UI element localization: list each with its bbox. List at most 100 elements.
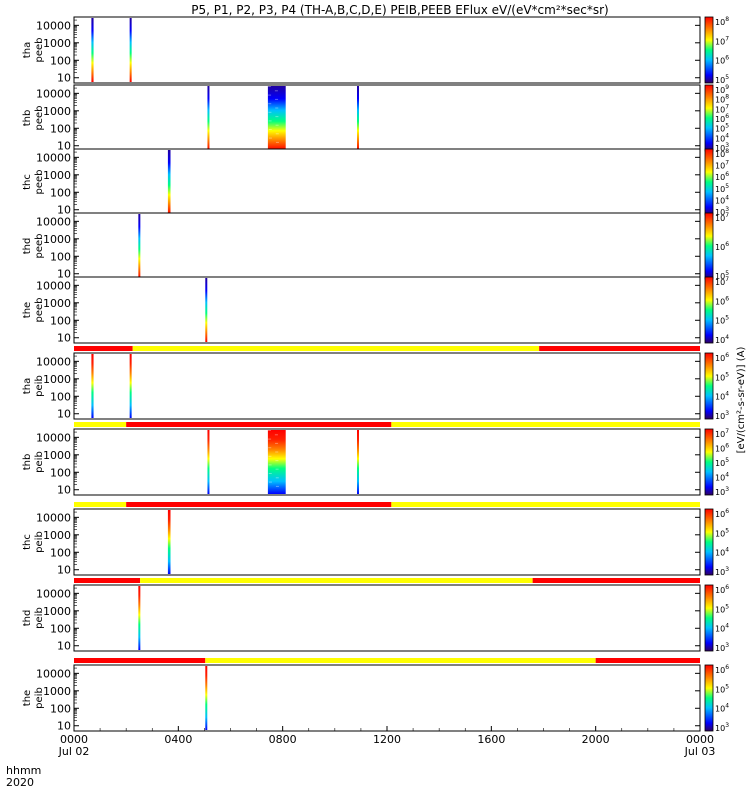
colorbar <box>704 428 714 496</box>
colorbar <box>704 84 714 152</box>
status-bar-segment <box>532 578 700 583</box>
y-tick-label: 10000 <box>36 279 71 292</box>
colorbar-tick-label: 105 <box>715 371 729 382</box>
x-tick-label: 0400 <box>164 733 192 746</box>
burst-texture <box>275 477 279 479</box>
y-tick-label: 1000 <box>43 233 71 246</box>
y-tick-label: 100 <box>50 122 71 135</box>
panel-label-probe: thc <box>22 174 33 190</box>
colorbar <box>704 212 714 280</box>
colorbar-tick-label: 104 <box>715 132 729 143</box>
burst-texture <box>268 481 272 483</box>
panel-label-product: peeb <box>34 298 45 323</box>
colorbar-tick-label: 105 <box>715 603 729 614</box>
panel-label-probe: thd <box>22 610 33 627</box>
y-tick-label: 10000 <box>36 215 71 228</box>
y-tick-label: 10 <box>57 408 71 421</box>
spectrogram-burst <box>205 666 208 730</box>
panel-label-product: peib <box>34 607 45 629</box>
spectrogram-burst <box>207 86 210 150</box>
colorbar-tick-label: 105 <box>715 457 729 468</box>
y-tick-label: 10000 <box>36 431 71 444</box>
x-tick-label: 1200 <box>373 733 401 746</box>
colorbar-tick-label: 105 <box>715 183 729 194</box>
x-tick-date-label: Jul 02 <box>58 745 90 758</box>
spectrogram-burst <box>129 354 132 418</box>
y-tick-label: 10000 <box>36 587 71 600</box>
colorbar-tick-label: 106 <box>715 584 729 595</box>
colorbar <box>704 584 714 652</box>
burst-texture <box>274 90 278 92</box>
y-tick-label: 100 <box>50 186 71 199</box>
burst-texture <box>275 485 279 487</box>
colorbar-tick-label: 103 <box>715 722 729 733</box>
burst-texture <box>274 434 278 436</box>
status-bar-segment <box>595 658 700 663</box>
y-tick-label: 100 <box>50 390 71 403</box>
y-tick-label: 10000 <box>36 355 71 368</box>
panel-label-probe: thb <box>22 110 33 127</box>
y-tick-label: 1000 <box>43 169 71 182</box>
status-bar-segment <box>74 658 206 663</box>
x-tick-label: 1600 <box>477 733 505 746</box>
x-tick-label: 2000 <box>582 733 610 746</box>
colorbar-tick-label: 106 <box>715 443 729 454</box>
x-tick-date-label: Jul 03 <box>684 745 716 758</box>
status-bar-segment <box>539 346 700 351</box>
burst-texture <box>268 447 272 449</box>
burst-texture <box>275 460 279 462</box>
panel-frame <box>73 508 701 576</box>
spectrogram-burst <box>91 354 94 418</box>
colorbar-tick-label: 107 <box>715 35 729 46</box>
burst-texture <box>268 464 272 466</box>
colorbar <box>704 276 714 344</box>
status-bar-segment <box>126 422 392 427</box>
burst-texture <box>267 86 271 87</box>
y-tick-label: 10 <box>57 484 71 497</box>
colorbar-tick-label: 105 <box>715 315 729 326</box>
spectrogram-burst <box>129 18 132 82</box>
y-tick-label: 10000 <box>36 87 71 100</box>
colorbar-tick-label: 106 <box>715 113 729 124</box>
panel-label-probe: the <box>22 690 33 706</box>
y-tick-label: 1000 <box>43 297 71 310</box>
status-bar-segment <box>140 578 533 583</box>
panel-frame <box>73 16 701 84</box>
y-tick-label: 100 <box>50 622 71 635</box>
status-bar-segment <box>126 502 392 507</box>
y-tick-label: 10 <box>57 720 71 733</box>
colorbar-tick-label: 108 <box>715 94 729 105</box>
panel-label-product: peeb <box>34 38 45 63</box>
colorbar-tick-label: 107 <box>715 428 729 439</box>
status-bar-segment <box>391 502 700 507</box>
burst-texture <box>268 473 272 474</box>
panel-frame <box>73 428 701 496</box>
spectrogram-burst <box>207 430 210 494</box>
burst-texture <box>268 137 272 139</box>
y-tick-label: 10000 <box>36 151 71 164</box>
colorbar-tick-label: 103 <box>715 642 729 653</box>
y-tick-label: 10000 <box>36 19 71 32</box>
colorbar <box>704 508 714 576</box>
y-tick-label: 1000 <box>43 529 71 542</box>
status-bar-segment <box>205 658 596 663</box>
colorbar-tick-label: 104 <box>715 194 729 205</box>
panel-frame <box>73 276 701 344</box>
spectrogram-burst <box>138 214 141 278</box>
colorbar-tick-label: 104 <box>715 334 729 345</box>
colorbar-tick-label: 106 <box>715 171 729 182</box>
colorbar-tick-label: 108 <box>715 16 729 27</box>
colorbar-tick-label: 106 <box>715 508 729 519</box>
panel-label-probe: the <box>22 302 33 318</box>
panel-label-product: peib <box>34 451 45 473</box>
panel-label-product: peib <box>34 531 45 553</box>
y-tick-label: 10000 <box>36 511 71 524</box>
burst-texture <box>275 141 279 143</box>
panel-label-probe: tha <box>22 42 33 58</box>
y-tick-label: 100 <box>50 702 71 715</box>
burst-texture <box>275 442 279 444</box>
x-tick-label: 0000 <box>60 733 88 746</box>
